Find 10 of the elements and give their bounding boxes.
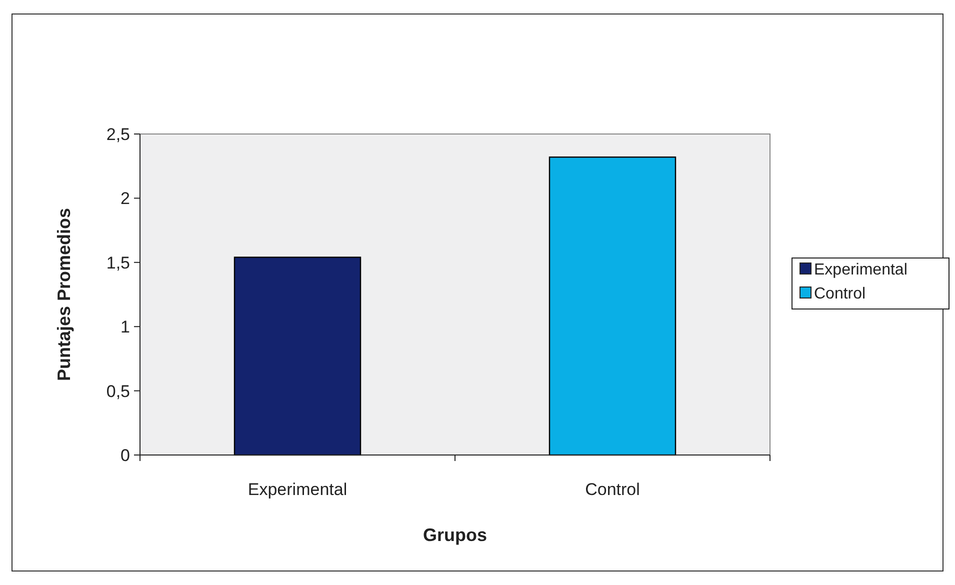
legend-label: Control	[814, 286, 866, 303]
x-axis-title: Grupos	[422, 525, 488, 545]
y-tick-label: 2,5	[106, 124, 130, 144]
y-tick-label: 0,5	[106, 382, 130, 401]
y-tick-label: 1	[120, 318, 130, 337]
y-tick-label: 0	[120, 446, 130, 465]
y-axis-title: Puntajes Promedios	[54, 208, 74, 382]
y-tick-label: 2	[120, 189, 130, 208]
legend-label: Experimental	[814, 262, 908, 279]
y-tick-label: 1,5	[106, 253, 130, 272]
